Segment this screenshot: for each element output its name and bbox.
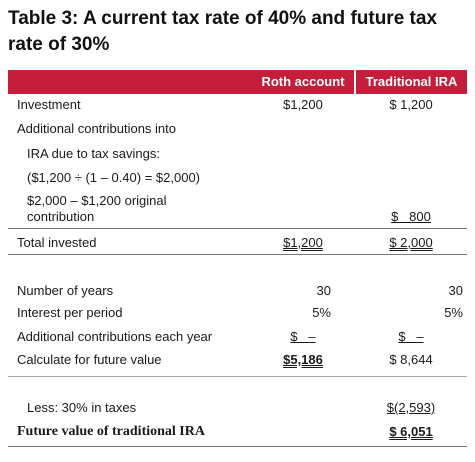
roth-value: $ –: [290, 329, 316, 344]
column-header-traditional: Traditional IRA: [365, 74, 458, 89]
traditional-value: $ –: [398, 329, 424, 344]
row-label: ($1,200 ÷ (1 – 0.40) = $2,000): [27, 170, 200, 185]
traditional-value: 5%: [444, 305, 463, 320]
row-label: Investment: [17, 97, 81, 112]
row-label: Future value of traditional IRA: [17, 424, 205, 439]
row-label: Interest per period: [17, 305, 123, 320]
column-header-roth: Roth account: [261, 74, 345, 89]
row-label: IRA due to tax savings:: [27, 146, 160, 161]
traditional-value: $ 2,000: [389, 235, 433, 250]
column-header-bar: Roth account Traditional IRA: [8, 70, 467, 94]
table-title-line1: Table 3: A current tax rate of 40% and f…: [8, 8, 438, 29]
traditional-value: 30: [448, 283, 463, 298]
row-label: contribution: [27, 209, 95, 224]
row-separator: [8, 228, 467, 229]
roth-value: 30: [316, 283, 331, 298]
table-title-line2: rate of 30%: [8, 34, 110, 55]
traditional-value: $ 8,644: [389, 352, 433, 367]
traditional-value: $ 6,051: [389, 424, 433, 439]
row-label: $2,000 – $1,200 original: [27, 193, 167, 208]
row-label: Total invested: [17, 235, 97, 250]
roth-value: $1,200: [283, 235, 323, 250]
roth-value: $1,200: [283, 97, 323, 112]
roth-value: $5,186: [283, 352, 323, 367]
traditional-value: $ 1,200: [389, 97, 433, 112]
row-label: Additional contributions into: [17, 121, 176, 136]
roth-value: 5%: [312, 305, 331, 320]
table-bottom-border: [8, 446, 467, 447]
table-title: Table 3: A current tax rate of 40% and f…: [8, 6, 468, 58]
column-divider: [354, 70, 356, 94]
row-separator: [8, 376, 467, 377]
row-label: Additional contributions each year: [17, 329, 213, 344]
row-separator: [8, 254, 467, 255]
row-label: Calculate for future value: [17, 352, 162, 367]
row-label: Number of years: [17, 283, 114, 298]
traditional-value: $(2,593): [386, 400, 436, 415]
row-label: Less: 30% in taxes: [27, 400, 137, 415]
traditional-value: $ 800: [391, 209, 431, 224]
